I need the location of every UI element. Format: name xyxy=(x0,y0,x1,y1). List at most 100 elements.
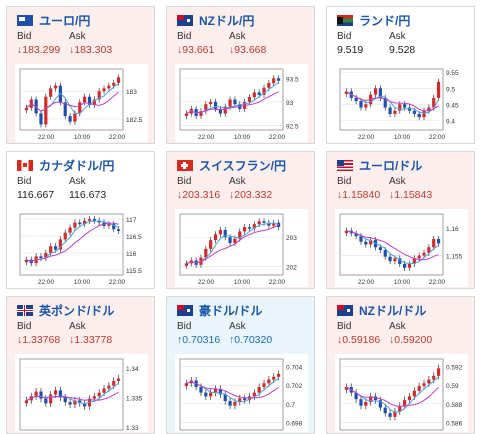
candle-body xyxy=(92,396,96,399)
candle-body xyxy=(276,78,281,81)
rate-card-nzd-jpy[interactable]: NZドル/円 Bid Ask ↓93.661 ↓93.668 93.5 93 92.5 22:0… xyxy=(166,6,315,144)
ask-label: Ask xyxy=(69,31,86,42)
card-title[interactable]: ユーロ/ドル xyxy=(337,157,422,174)
bid-number: 93.661 xyxy=(182,44,215,56)
x-tick-label: 10:00 xyxy=(234,134,251,141)
rate-card-zar-jpy[interactable]: ランド/円 Bid Ask 9.519 9.528 9.55 9.5 9.45 9.4 22:00… xyxy=(326,6,475,144)
candle-body xyxy=(262,87,266,95)
card-title[interactable]: 豪ドル/ドル xyxy=(177,302,262,319)
x-tick-label: 10:00 xyxy=(234,279,251,286)
bid-arrow: ↓ xyxy=(337,334,343,346)
ask-value: ↓0.59200 xyxy=(389,334,432,346)
candle-body xyxy=(383,250,387,257)
candle-body xyxy=(383,97,387,108)
mini-chart[interactable]: 0.704 0.702 0.7 0.698 xyxy=(175,354,308,432)
rate-card-cad-jpy[interactable]: カナダドル/円 Bid Ask 116.667 116.673 117 116.5 116 11… xyxy=(6,151,155,289)
candle-body xyxy=(257,387,261,393)
ca-flag-icon xyxy=(17,160,33,171)
candle-body xyxy=(247,227,252,229)
bid-label: Bid xyxy=(337,321,352,332)
candle-body xyxy=(39,256,43,259)
candle-body xyxy=(63,397,67,403)
candle-body xyxy=(398,104,402,111)
card-title[interactable]: NZドル/円 xyxy=(177,12,254,29)
mini-chart[interactable]: 1.34 1.335 1.33 xyxy=(15,354,148,432)
candle-body xyxy=(243,398,247,401)
mini-chart[interactable]: 0.592 0.59 0.588 0.586 xyxy=(335,354,468,432)
long-moving-average xyxy=(26,222,119,262)
candle-body xyxy=(359,399,363,406)
candle-body xyxy=(116,229,121,231)
card-title[interactable]: カナダドル/円 xyxy=(17,157,114,174)
candle-body xyxy=(417,386,421,391)
candle-body xyxy=(373,396,378,401)
candle-body xyxy=(373,88,378,95)
candle-body xyxy=(213,388,218,393)
x-tick-label: 22:00 xyxy=(38,134,55,141)
rate-card-aud-usd[interactable]: 豪ドル/ドル Bid Ask ↑0.70316 ↑0.70320 0.704 0.702 0.… xyxy=(166,296,315,434)
y-tick-label: 117 xyxy=(126,217,137,224)
bid-number: 1.33768 xyxy=(22,334,61,346)
bid-label: Bid xyxy=(17,31,32,42)
bid-value: ↓203.316 xyxy=(177,189,220,201)
candle-body xyxy=(102,388,106,393)
mini-chart[interactable]: 203 202 22:00 10:00 22:00 xyxy=(175,209,308,287)
rate-card-chf-jpy[interactable]: スイスフラン/円 Bid Ask ↓203.316 ↓203.332 203 202 22:0… xyxy=(166,151,315,289)
y-tick-label: 1.33 xyxy=(126,425,139,432)
candle-body xyxy=(68,116,72,122)
candle-body xyxy=(83,96,87,103)
y-tick-label: 9.4 xyxy=(446,118,455,125)
candle-body xyxy=(73,222,77,228)
candle-body xyxy=(354,97,358,102)
candle-body xyxy=(209,392,213,397)
rate-card-nzd-usd[interactable]: NZドル/ドル Bid Ask ↓0.59186 ↓0.59200 0.592 0.59 0.… xyxy=(326,296,475,434)
candle-body xyxy=(107,224,111,226)
eu-flag-icon xyxy=(17,15,33,26)
candle-body xyxy=(364,401,368,406)
x-tick-label: 22:00 xyxy=(109,279,126,286)
candle-body xyxy=(267,379,271,384)
x-tick-label: 22:00 xyxy=(38,279,55,286)
bid-number: 0.70316 xyxy=(182,334,221,346)
rate-card-eur-usd[interactable]: ユーロ/ドル Bid Ask ↓1.15840 ↓1.15843 1.16 1.155 22:… xyxy=(326,151,475,289)
card-title[interactable]: NZドル/ドル xyxy=(337,302,426,319)
mini-chart[interactable]: 117 116.5 116 115.5 22:00 10:00 22:00 xyxy=(15,209,148,287)
candle-body xyxy=(252,92,256,98)
za-flag-icon xyxy=(337,15,353,26)
card-title[interactable]: ランド/円 xyxy=(337,12,410,29)
card-title[interactable]: スイスフラン/円 xyxy=(177,157,286,174)
ask-number: 1.33778 xyxy=(74,334,113,346)
mini-chart[interactable]: 93.5 93 92.5 22:00 10:00 22:00 xyxy=(175,64,308,142)
candle-body xyxy=(58,239,62,250)
y-tick-label: 9.55 xyxy=(446,70,459,77)
mini-chart[interactable]: 9.55 9.5 9.45 9.4 22:00 10:00 22:00 xyxy=(335,64,468,142)
card-title[interactable]: ユーロ/円 xyxy=(17,12,90,29)
mini-chart[interactable]: 1.16 1.155 22:00 10:00 22:00 xyxy=(335,209,468,287)
x-tick-label: 22:00 xyxy=(358,279,375,286)
pair-name: スイスフラン/円 xyxy=(199,159,286,173)
pair-name: カナダドル/円 xyxy=(39,159,115,173)
candle-body xyxy=(184,113,189,117)
ask-number: 183.303 xyxy=(74,44,113,56)
candle-body xyxy=(112,224,116,230)
card-title[interactable]: 英ポンド/ドル xyxy=(17,302,114,319)
candle-body xyxy=(116,378,121,381)
mini-chart[interactable]: 183 182.5 22:00 10:00 22:00 xyxy=(15,64,148,142)
bid-arrow: ↓ xyxy=(177,189,183,201)
rate-card-gbp-usd[interactable]: 英ポンド/ドル Bid Ask ↓1.33768 ↓1.33778 1.34 1.335 1.… xyxy=(6,296,155,434)
candle-body xyxy=(388,413,392,417)
candle-body xyxy=(344,387,349,390)
rate-card-eur-jpy[interactable]: ユーロ/円 Bid Ask ↓183.299 ↓183.303 183 182.5 22:00… xyxy=(6,6,155,144)
candle-body xyxy=(238,398,242,402)
ask-value: ↓1.15843 xyxy=(389,189,432,201)
candle-body xyxy=(78,400,82,404)
ask-label: Ask xyxy=(69,321,86,332)
candle-body xyxy=(44,252,48,259)
candle-body xyxy=(83,220,87,225)
candle-body xyxy=(276,222,281,228)
candle-body xyxy=(97,392,101,397)
candle-body xyxy=(427,379,431,384)
y-tick-label: 203 xyxy=(286,235,297,242)
x-tick-label: 22:00 xyxy=(429,134,446,141)
bid-label: Bid xyxy=(177,176,192,187)
